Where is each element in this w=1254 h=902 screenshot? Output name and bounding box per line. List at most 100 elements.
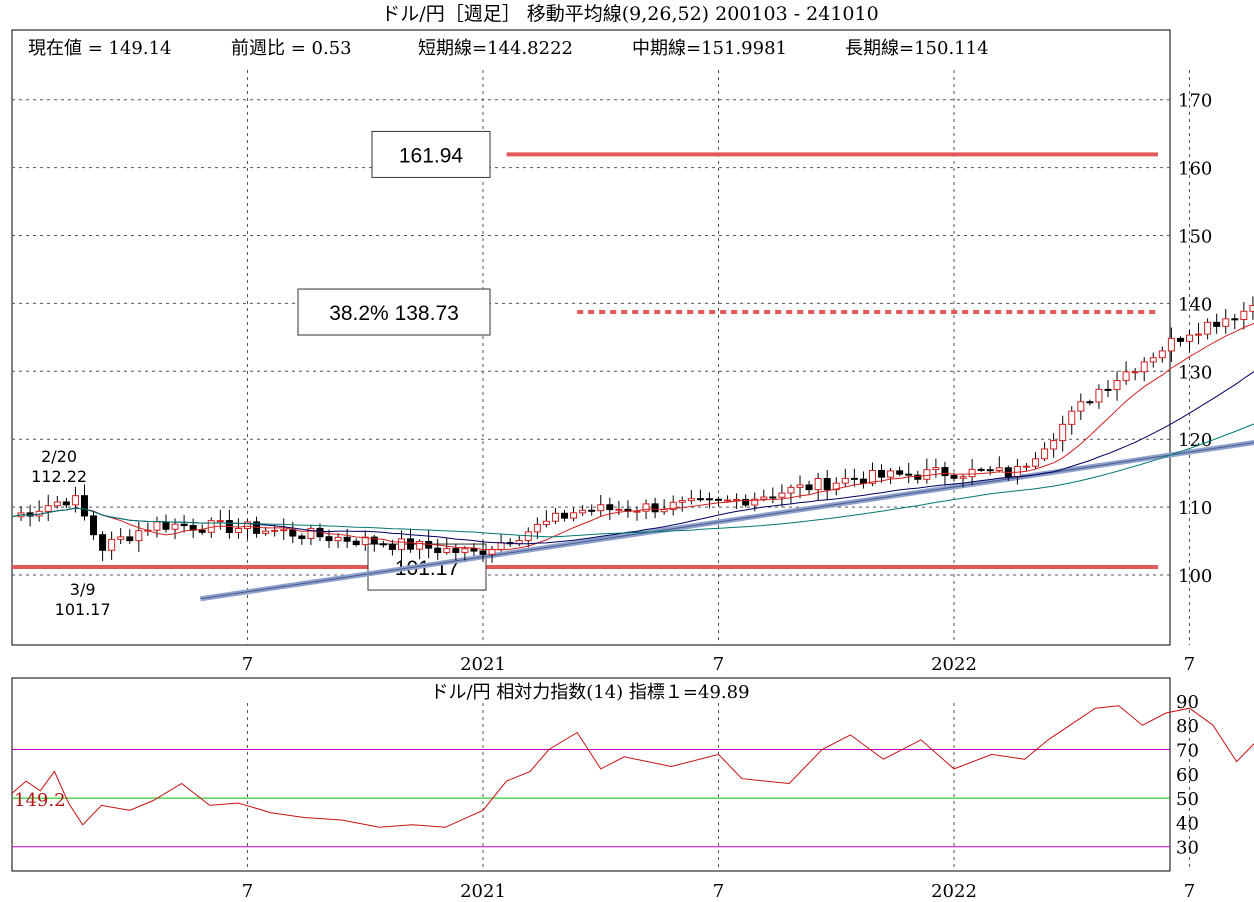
candle-body (533, 523, 541, 533)
price-y-tick: 130 (1178, 362, 1212, 383)
candle-body (461, 548, 469, 553)
candle-body (1022, 465, 1030, 468)
candle-body (787, 486, 795, 494)
candle-body (733, 499, 741, 502)
candle-body (932, 467, 940, 471)
candle-body (561, 512, 569, 519)
candle-body (244, 521, 251, 530)
rsi-y-tick: 40 (1176, 813, 1199, 834)
level-label-box (371, 130, 491, 178)
price-y-tick: 160 (1178, 159, 1212, 180)
candle-body (778, 492, 786, 498)
candle-body (959, 476, 967, 479)
candle-body (687, 498, 695, 502)
candle-body (126, 536, 134, 542)
candle-body (479, 550, 487, 555)
candle-body (995, 467, 1003, 471)
candle-body (950, 475, 958, 479)
ma-mid-line (11, 370, 1254, 545)
candle-body (642, 503, 650, 512)
candle-body (470, 548, 478, 552)
candle-body (80, 495, 88, 517)
candle-body (379, 543, 387, 546)
candle-body (325, 536, 333, 542)
price-y-tick: 110 (1178, 498, 1212, 519)
current-price-readout: 現在値 = 149.14 (28, 38, 172, 59)
candle-body (705, 498, 713, 501)
candle-body (198, 529, 206, 533)
rsi-y-tick: 60 (1176, 765, 1199, 786)
candle-body (1041, 448, 1049, 460)
candle-body (271, 529, 279, 532)
candle-body (878, 469, 886, 478)
rsi-y-tick: 30 (1176, 838, 1199, 859)
candle-body (832, 482, 840, 491)
candle-body (1113, 380, 1121, 391)
candle-body (841, 477, 849, 484)
price-y-tick: 100 (1178, 566, 1212, 587)
price-grid: 1001101201301401501601707202172022720237… (12, 70, 1212, 675)
candle-body (1158, 350, 1166, 359)
price-y-tick: 150 (1178, 227, 1212, 248)
candle-body (71, 495, 79, 506)
candle-body (651, 503, 659, 513)
candle-body (180, 523, 188, 527)
price-y-tick: 120 (1178, 430, 1212, 451)
price-x-tick: 7 (713, 654, 724, 675)
moving-averages (11, 322, 1254, 551)
candle-body (135, 530, 143, 542)
candle-body (1140, 361, 1148, 373)
candle-body (1213, 321, 1221, 327)
rsi-x-tick: 2022 (931, 881, 977, 902)
candle-body (1059, 423, 1067, 442)
candle-body (868, 469, 876, 484)
candle-body (407, 538, 415, 550)
ma-long-line (11, 423, 1254, 538)
price-x-tick: 2021 (460, 654, 506, 675)
rsi-x-tick: 7 (1184, 881, 1195, 902)
candle-body (370, 536, 378, 545)
candle-body (1077, 401, 1085, 412)
candle-body (108, 538, 116, 551)
rsi-series (11, 705, 1254, 828)
candle-body (769, 496, 777, 499)
level-label: 161.94 (399, 144, 464, 167)
candle-body (542, 520, 550, 525)
candle-body (742, 499, 750, 506)
rsi-x-tick: 7 (242, 881, 253, 902)
candle-body (760, 496, 768, 500)
rsi-line (11, 705, 1254, 828)
candle-body (153, 521, 161, 531)
candle-body (859, 478, 867, 484)
candle-body (443, 548, 451, 553)
candle-body (416, 540, 424, 550)
candle-body (1149, 357, 1157, 363)
price-x-tick: 2022 (931, 654, 977, 675)
candle-body (1032, 458, 1040, 467)
candle-body (805, 484, 813, 491)
price-x-tick: 7 (242, 654, 253, 675)
week-change-readout: 前週比 = 0.53 (231, 38, 352, 59)
candle-body (1131, 371, 1139, 374)
annotation-value: 101.17 (55, 600, 111, 619)
annotation-value: 112.22 (31, 467, 87, 486)
candle-body (986, 469, 994, 472)
candle-body (216, 520, 224, 523)
candle-body (814, 478, 822, 491)
rsi-price-label: 149.2 (14, 790, 66, 811)
price-y-tick: 170 (1178, 91, 1212, 112)
candle-body (1068, 410, 1076, 425)
rsi-y-tick: 50 (1176, 789, 1199, 810)
candle-body (53, 501, 61, 507)
candle-body (678, 500, 686, 503)
annotation-date: 3/9 (70, 580, 96, 599)
candle-body (1186, 334, 1193, 342)
candle-body (99, 534, 107, 551)
candle-body (579, 509, 587, 514)
candle-body (896, 470, 904, 475)
candle-body (905, 473, 913, 476)
candle-body (62, 501, 70, 506)
candle-body (850, 477, 858, 480)
